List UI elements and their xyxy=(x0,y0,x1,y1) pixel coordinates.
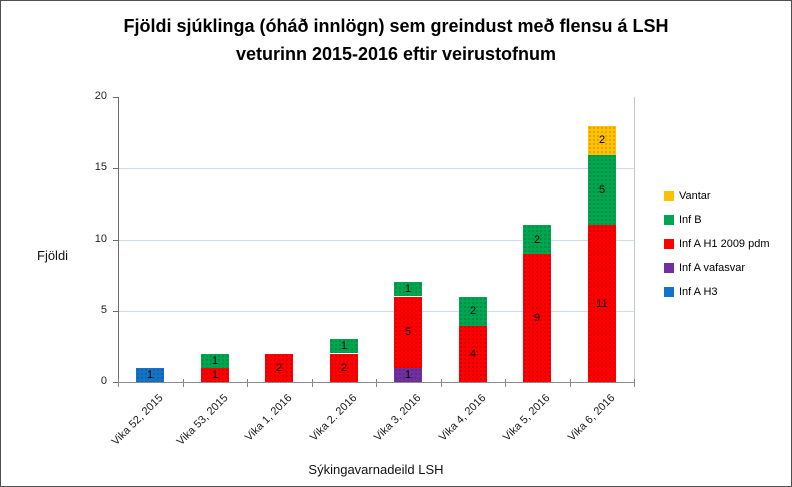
data-label: 1 xyxy=(404,369,412,381)
data-label: 2 xyxy=(275,362,283,374)
bar-segment-inf-a-h1-2009-pdm xyxy=(459,325,487,382)
bar-segment-inf-a-h1-2009-pdm xyxy=(394,297,422,368)
legend-swatch-icon xyxy=(664,238,674,249)
category-label-2: Vika 1, 2016 xyxy=(242,392,295,444)
data-label: 5 xyxy=(404,326,412,338)
data-label: 2 xyxy=(533,234,541,246)
data-label: 1 xyxy=(146,369,154,381)
y-tick-label-0: 0 xyxy=(100,375,107,387)
data-label: 1 xyxy=(340,340,348,352)
data-label: 2 xyxy=(598,134,606,146)
legend-item-vantar: Vantar xyxy=(664,189,770,202)
y-tick-15 xyxy=(113,168,118,169)
gridline-10 xyxy=(119,240,634,241)
chart-title: Fjöldi sjúklinga (óháð innlögn) sem grei… xyxy=(1,12,791,68)
legend-swatch-icon xyxy=(664,262,674,273)
bar-segment-inf-a-h1-2009-pdm xyxy=(330,354,358,383)
x-tick-7 xyxy=(570,379,571,387)
bar-segment-inf-b xyxy=(201,354,229,368)
bar-segment-inf-b xyxy=(523,225,551,254)
bar-segment-inf-b xyxy=(588,154,616,225)
gridline-15 xyxy=(119,168,634,169)
y-tick-5 xyxy=(113,311,118,312)
bar-segment-inf-b xyxy=(330,339,358,353)
category-label-1: Vika 53, 2015 xyxy=(174,392,231,448)
category-label-4: Vika 3, 2016 xyxy=(371,392,424,444)
bar-segment-inf-b xyxy=(394,282,422,296)
y-tick-label-15: 15 xyxy=(94,161,107,173)
x-axis-title: Sýkingavarnadeild LSH xyxy=(308,462,444,477)
y-tick-label-20: 20 xyxy=(94,90,107,102)
data-label: 1 xyxy=(211,355,219,367)
legend: Vantar Inf B Inf A H1 2009 pdm Inf A vafasv… xyxy=(664,190,770,310)
x-tick-1 xyxy=(183,379,184,387)
bar-segment-inf-a-h1-2009-pdm xyxy=(265,354,293,383)
legend-label: Inf B xyxy=(679,213,702,226)
legend-swatch-icon xyxy=(664,190,674,201)
category-label-6: Vika 5, 2016 xyxy=(500,392,553,444)
x-tick-6 xyxy=(505,379,506,387)
legend-label: Inf A H1 2009 pdm xyxy=(679,237,770,250)
legend-label: Inf A vafasvar xyxy=(679,261,746,274)
data-label: 1 xyxy=(211,369,219,381)
y-axis-line xyxy=(118,97,119,383)
legend-label: Vantar xyxy=(679,189,711,202)
y-tick-label-10: 10 xyxy=(94,233,107,245)
bar-segment-vantar xyxy=(588,126,616,155)
x-tick-5 xyxy=(441,379,442,387)
bar-segment-inf-a-h1-2009-pdm xyxy=(201,368,229,382)
y-axis-title: Fjöldi xyxy=(37,248,69,263)
chart-title-line-1: Fjöldi sjúklinga (óháð innlögn) sem grei… xyxy=(123,16,669,36)
category-label-3: Vika 2. 2016 xyxy=(307,392,360,444)
data-label: 2 xyxy=(340,362,348,374)
category-label-0: Vika 52, 2015 xyxy=(109,392,166,448)
x-tick-4 xyxy=(376,379,377,387)
y-tick-0 xyxy=(113,382,118,383)
y-tick-label-5: 5 xyxy=(100,304,107,316)
legend-item-inf-a-vafasvar: Inf A vafasvar xyxy=(664,261,770,274)
chart-title-line-2: veturinn 2015-2016 eftir veirustofnum xyxy=(235,44,557,64)
category-label-5: Vika 4, 2016 xyxy=(436,392,489,444)
gridline-5 xyxy=(119,311,634,312)
data-label: 1 xyxy=(404,283,412,295)
x-tick-8 xyxy=(634,379,635,387)
x-tick-3 xyxy=(312,379,313,387)
x-tick-0 xyxy=(118,379,119,387)
data-label: 5 xyxy=(598,184,606,196)
bar-segment-inf-a-h1-2009-pdm xyxy=(588,225,616,382)
plot-area-right-border xyxy=(634,97,635,382)
category-label-7: Vika 6, 2016 xyxy=(565,392,618,444)
legend-label: Inf A H3 xyxy=(679,285,718,298)
legend-swatch-icon xyxy=(664,214,674,225)
legend-item-inf-b: Inf B xyxy=(664,213,770,226)
legend-item-inf-a-h3: Inf A H3 xyxy=(664,285,770,298)
bar-segment-inf-a-h3 xyxy=(136,368,164,382)
x-tick-2 xyxy=(247,379,248,387)
data-label: 2 xyxy=(469,305,477,317)
data-label: 4 xyxy=(469,348,477,360)
bar-segment-inf-b xyxy=(459,297,487,326)
bar-segment-inf-a-h1-2009-pdm xyxy=(523,254,551,382)
data-label: 9 xyxy=(533,312,541,324)
legend-item-inf-a-h1-2009-pdm: Inf A H1 2009 pdm xyxy=(664,237,770,250)
bar-segment-inf-a-vafasvar xyxy=(394,368,422,382)
legend-swatch-icon xyxy=(664,286,674,297)
y-tick-20 xyxy=(113,97,118,98)
data-label: 11 xyxy=(596,298,608,310)
y-tick-10 xyxy=(113,240,118,241)
